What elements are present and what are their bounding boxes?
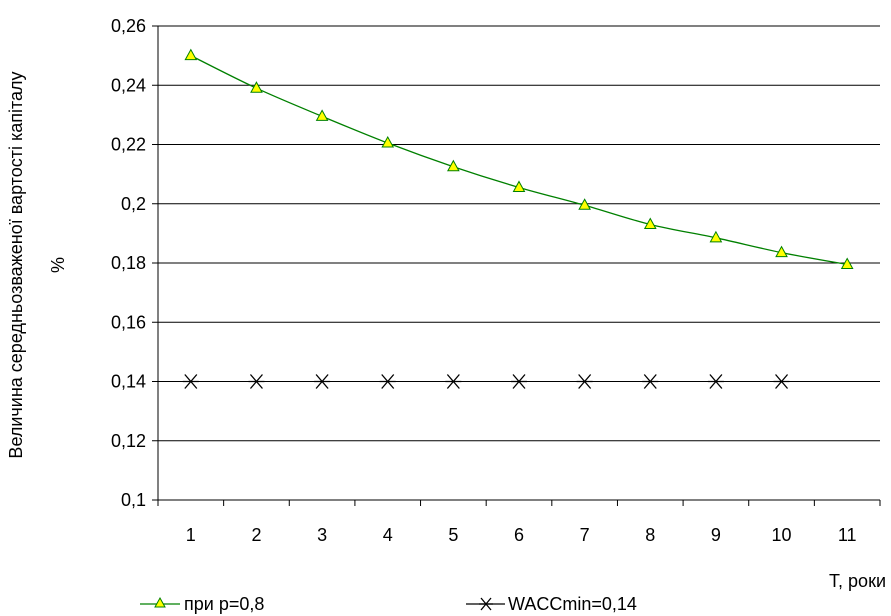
asterisk-stroke xyxy=(249,374,263,389)
x-tick-label: 8 xyxy=(645,525,655,545)
asterisk-marker-icon xyxy=(479,597,493,611)
y-tick-label: 0,1 xyxy=(121,490,146,510)
x-tick-labels: 1 2 3 4 5 6 7 8 9 10 11 xyxy=(186,525,857,545)
series-1 xyxy=(184,48,854,269)
x-tick-label: 11 xyxy=(838,525,857,545)
y-tick-label: 0,14 xyxy=(111,372,146,392)
series-layer xyxy=(182,48,854,389)
y-tick-label: 0,18 xyxy=(111,253,146,273)
data-point xyxy=(250,81,263,93)
y-tick-label: 0,2 xyxy=(121,194,146,214)
data-point xyxy=(578,198,591,210)
data-point xyxy=(512,180,526,192)
data-point xyxy=(445,374,462,389)
data-point xyxy=(642,374,659,389)
legend-label-series-1: при p=0,8 xyxy=(184,594,264,614)
data-point xyxy=(709,230,723,243)
series-2 xyxy=(182,374,790,389)
x-tick-label: 9 xyxy=(711,525,721,545)
x-tick-label: 4 xyxy=(383,525,393,545)
legend-item-series-1: при p=0,8 xyxy=(140,594,264,614)
data-point xyxy=(184,48,198,61)
x-tick-label: 7 xyxy=(580,525,590,545)
x-tick-label: 5 xyxy=(448,525,458,545)
data-point xyxy=(707,374,724,389)
asterisk-stroke xyxy=(315,374,329,389)
x-tick-label: 3 xyxy=(317,525,327,545)
data-point xyxy=(248,374,265,389)
data-point xyxy=(775,245,788,258)
y-axis-label: Величина середньозваженої вартості капіт… xyxy=(6,71,68,458)
data-point xyxy=(379,374,396,389)
data-point xyxy=(447,159,460,172)
asterisk-stroke xyxy=(184,374,198,389)
data-point xyxy=(840,257,854,269)
y-tick-label: 0,22 xyxy=(111,135,146,155)
x-tick-label: 6 xyxy=(514,525,524,545)
legend-label-series-2: WACCmin=0,14 xyxy=(508,594,637,614)
asterisk-stroke xyxy=(446,374,460,389)
y-tick-label: 0,24 xyxy=(111,75,146,95)
data-point xyxy=(315,109,329,121)
asterisk-stroke xyxy=(512,374,526,389)
data-point xyxy=(182,374,199,389)
y-axis-label-line2: % xyxy=(48,257,68,273)
x-tick-label: 2 xyxy=(251,525,261,545)
asterisk-stroke xyxy=(643,374,657,389)
data-point xyxy=(511,374,527,389)
y-axis-label-line1: Величина середньозваженої вартості капіт… xyxy=(6,71,26,458)
asterisk-stroke xyxy=(381,374,395,389)
asterisk-stroke xyxy=(578,374,592,389)
data-point xyxy=(314,374,331,389)
asterisk-stroke xyxy=(709,374,723,389)
y-tick-label: 0,16 xyxy=(111,312,146,332)
data-point xyxy=(576,374,593,389)
legend-item-series-2: WACCmin=0,14 xyxy=(466,594,637,614)
data-point xyxy=(381,135,395,148)
x-tick-label: 10 xyxy=(772,525,792,545)
x-tick-label: 1 xyxy=(186,525,196,545)
y-tick-labels: 0,1 0,12 0,14 0,16 0,18 0,2 0,22 0,24 0,26 xyxy=(111,16,146,510)
data-point xyxy=(773,374,790,389)
asterisk-stroke xyxy=(775,374,789,389)
series-line xyxy=(190,55,848,266)
legend: при p=0,8 WACCmin=0,14 xyxy=(140,594,637,614)
triangle-marker-icon xyxy=(154,596,166,608)
x-axis-label: T, роки xyxy=(829,571,886,591)
grid-lines xyxy=(158,25,880,442)
axes xyxy=(152,25,881,506)
y-tick-label: 0,26 xyxy=(111,16,146,36)
data-point xyxy=(643,217,657,229)
y-tick-label: 0,12 xyxy=(111,431,146,451)
